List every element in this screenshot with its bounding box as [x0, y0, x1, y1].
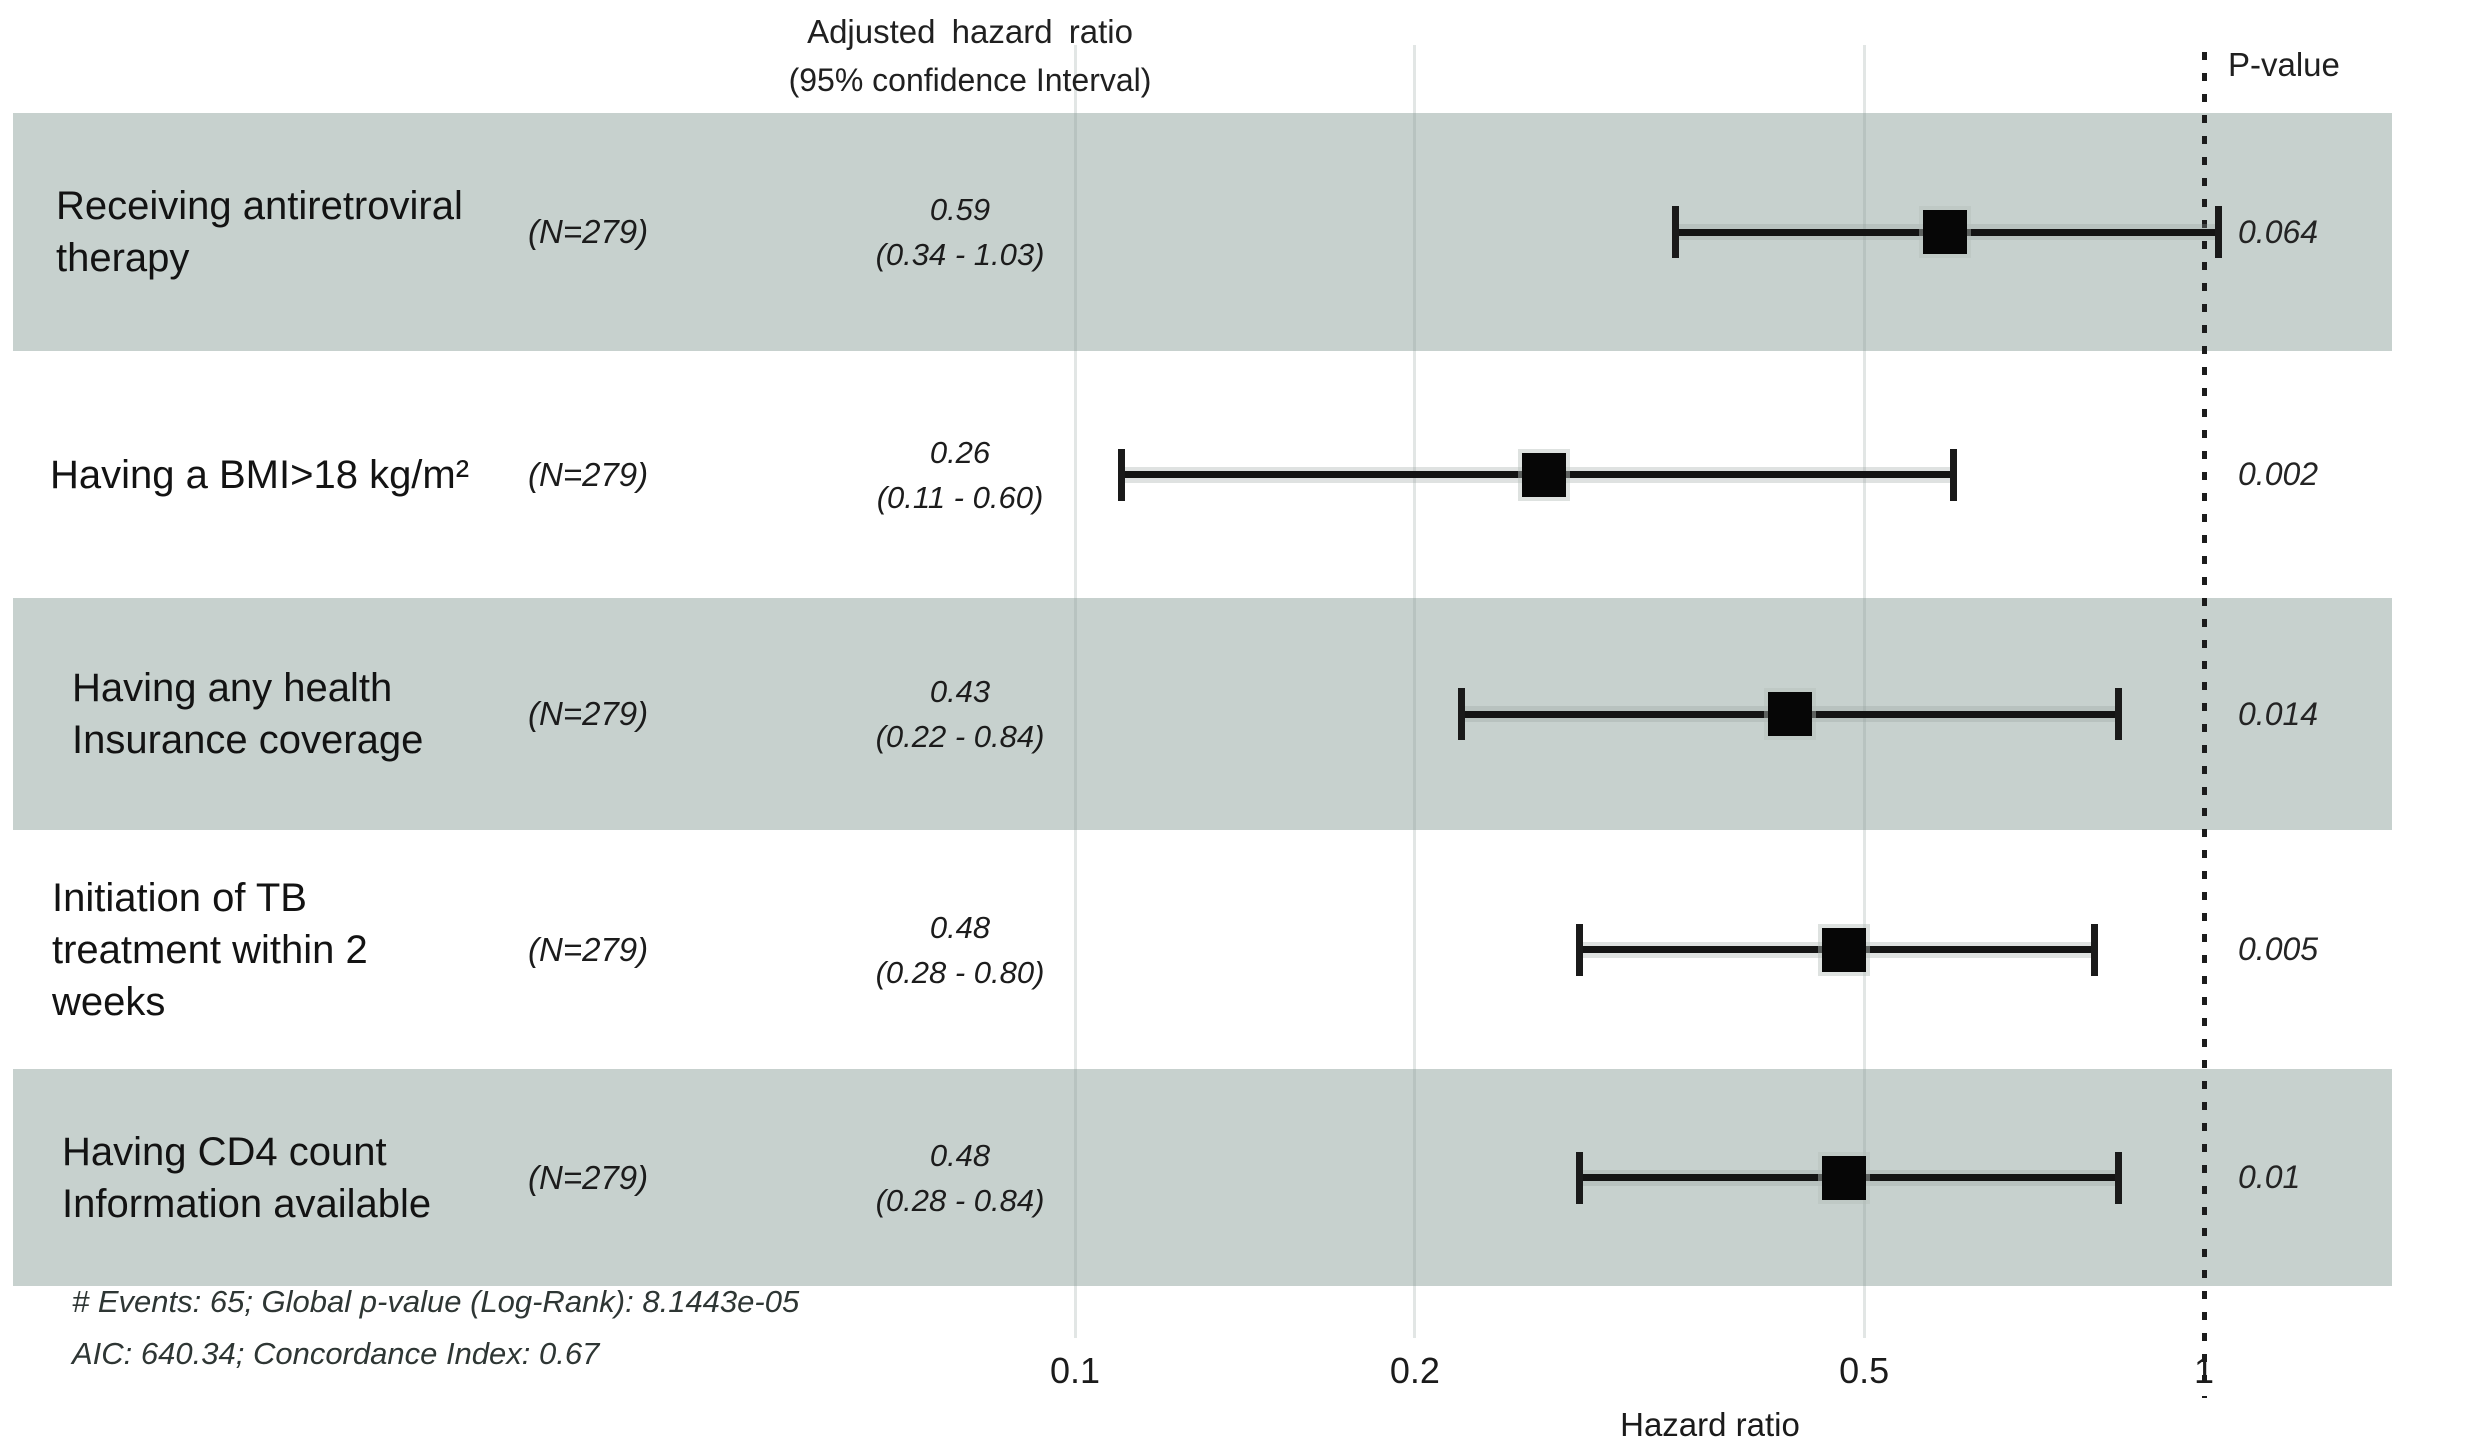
row-n-label: (N=279): [528, 455, 649, 493]
ci-cap-right: [2115, 1151, 2122, 1204]
ci-cap-left: [1576, 1151, 1584, 1204]
row-label-line: Having any health: [72, 666, 393, 710]
row-n-label: (N=279): [528, 213, 649, 250]
row-label: Receiving antiretroviral therapy: [56, 113, 536, 351]
row-label-line: Having CD4 count: [62, 1129, 387, 1174]
x-tick-label: 0.1: [1049, 1350, 1101, 1391]
row-estimate-block: 0.26 (0.11 - 0.60): [710, 351, 1210, 598]
row-label-line: Having a BMI>18 kg/m²: [50, 452, 470, 497]
pvalue-column-header: P-value: [2228, 46, 2340, 83]
x-tick-label: 0.5: [1839, 1350, 1890, 1391]
x-axis-label: Hazard ratio: [1620, 1406, 1800, 1443]
row-estimate-value: 0.48: [929, 909, 991, 945]
row-label-line: Receiving antiretroviral: [56, 184, 463, 228]
x-tick-label: 1: [2193, 1350, 2215, 1391]
ci-cap-right: [2214, 206, 2222, 258]
row-label: Having any health Insurance coverage: [72, 598, 552, 830]
chart-title: Adjusted hazard ratio: [807, 13, 1133, 50]
ci-cap-left: [1458, 688, 1466, 740]
point-estimate-square: [1818, 923, 1871, 976]
footnote-line1: # Events: 65; Global p-value (Log-Rank):…: [72, 1284, 800, 1319]
row-estimate-block: 0.43 (0.22 - 0.84): [710, 598, 1210, 830]
row-estimate-block: 0.48 (0.28 - 0.80): [710, 830, 1210, 1069]
row-n-label: (N=279): [528, 930, 649, 968]
row-label-line: Insurance coverage: [72, 718, 424, 762]
row-estimate-block: 0.48 (0.28 - 0.84): [710, 1069, 1210, 1286]
ci-cap-left: [1576, 923, 1584, 976]
row-label-line: Initiation of TB: [52, 875, 307, 920]
row-estimate-value: 0.26: [929, 434, 991, 470]
point-estimate-square: [1818, 1151, 1871, 1204]
row-p-value: 0.005: [2238, 931, 2319, 967]
row-label: Initiation of TB treatment within 2 weeks: [52, 830, 532, 1069]
footnote-line2: AIC: 640.34; Concordance Index: 0.67: [72, 1336, 600, 1371]
row-estimate-ci: (0.11 - 0.60): [876, 479, 1044, 515]
row-label-line: treatment within 2: [52, 927, 368, 972]
row-label: Having CD4 count Information available: [62, 1069, 542, 1286]
row-p-value: 0.01: [2238, 1159, 2301, 1195]
row-estimate-block: 0.59 (0.34 - 1.03): [710, 113, 1210, 351]
x-gridline: [1413, 45, 1417, 1338]
ci-cap-right: [2115, 688, 2122, 740]
row-estimate-ci: (0.22 - 0.84): [875, 719, 1045, 754]
point-estimate-square: [1919, 206, 1972, 258]
row-estimate-value: 0.48: [929, 1137, 991, 1173]
point-estimate-square: [1764, 688, 1817, 740]
chart-subtitle: (95% confidence Interval): [788, 62, 1152, 98]
ci-cap-left: [1671, 206, 1679, 258]
row-n-label: (N=279): [528, 1158, 649, 1196]
row-n-label: (N=279): [528, 695, 649, 732]
x-gridline: [1073, 45, 1077, 1338]
x-gridline: [1862, 45, 1866, 1338]
point-estimate-square: [1517, 448, 1570, 501]
ci-cap-right: [1950, 448, 1958, 501]
row-label-line: Information available: [62, 1181, 432, 1226]
row-label: Having a BMI>18 kg/m²: [50, 351, 530, 598]
chart-title-block: Adjusted hazard ratio (95% confidence In…: [570, 8, 1370, 104]
x-tick-label: 0.2: [1389, 1350, 1440, 1391]
row-estimate-value: 0.59: [929, 192, 991, 227]
row-label-line: therapy: [56, 236, 190, 280]
row-p-value: 0.014: [2238, 695, 2319, 732]
row-p-value: 0.002: [2238, 456, 2319, 492]
reference-line: [2201, 52, 2207, 1398]
row-estimate-value: 0.43: [929, 674, 991, 709]
row-p-value: 0.064: [2238, 213, 2319, 250]
ci-cap-right: [2091, 923, 2099, 976]
row-estimate-ci: (0.28 - 0.80): [875, 954, 1045, 990]
ci-cap-left: [1118, 448, 1126, 501]
row-estimate-ci: (0.28 - 0.84): [875, 1182, 1045, 1218]
row-estimate-ci: (0.34 - 1.03): [875, 237, 1045, 272]
row-label-line: weeks: [52, 979, 166, 1024]
